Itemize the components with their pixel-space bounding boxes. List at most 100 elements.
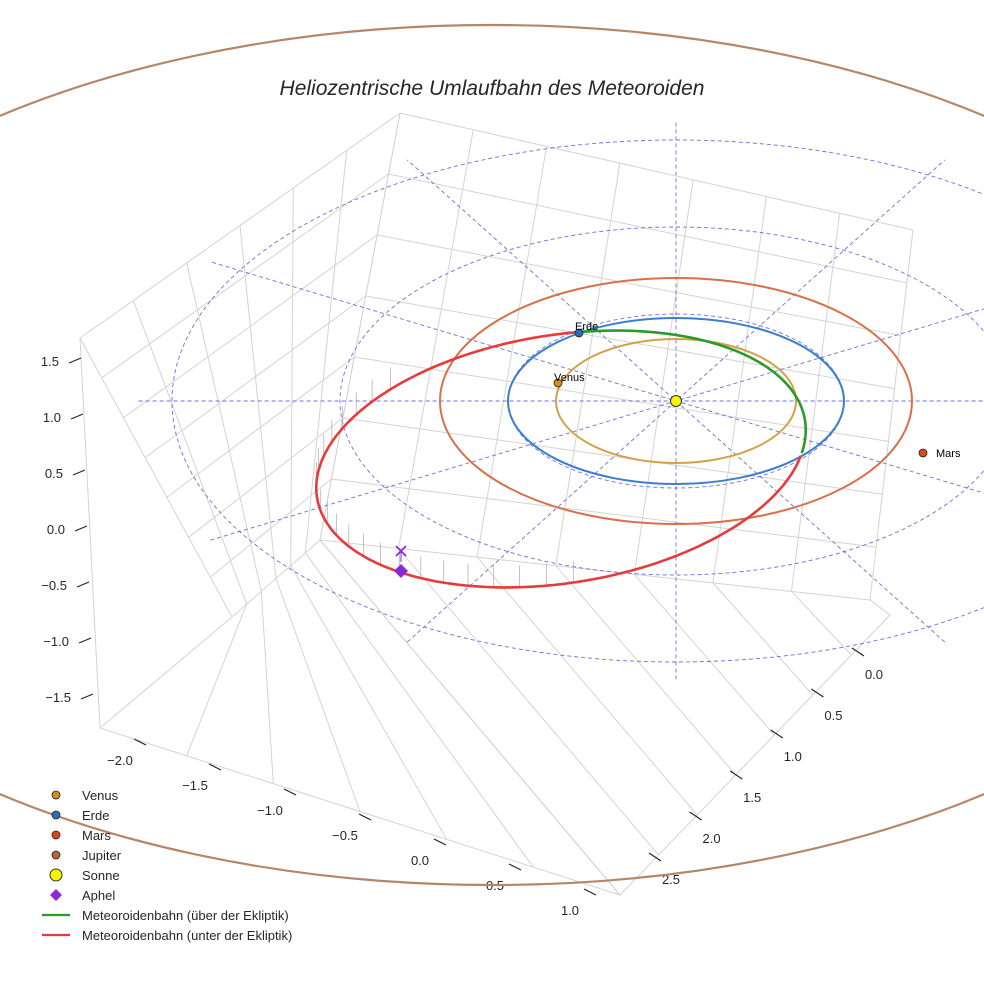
- legend: Venus Erde Mars Jupiter Sonne Aphel Meteoroide…: [40, 785, 292, 945]
- aphelion-projection-cross: [395, 545, 407, 557]
- grid-line-left-v: [290, 187, 294, 566]
- z-tick-mark: [72, 469, 86, 476]
- x-tick-label: −0.5: [332, 828, 358, 843]
- legend-dot: [51, 810, 61, 820]
- planet-label-venus: Venus: [554, 372, 585, 384]
- grid-line-left-v: [304, 150, 348, 553]
- x-tick-mark: [508, 863, 522, 871]
- planet-mars: [918, 448, 928, 458]
- legend-item-sonne: Sonne: [40, 865, 292, 885]
- ecliptic-grid: [138, 122, 984, 680]
- legend-item-above: Meteoroidenbahn (über der Ekliptik): [40, 905, 292, 925]
- grid-line-floor-x: [99, 616, 233, 729]
- y-tick-mark: [770, 729, 784, 739]
- legend-item-below: Meteoroidenbahn (unter der Ekliptik): [40, 925, 292, 945]
- grid-line-z-level: [188, 417, 883, 538]
- meteoroid-orbit-below: [314, 330, 803, 589]
- grid-line-floor-y: [791, 591, 852, 656]
- grid-line-z-level: [231, 539, 871, 618]
- planet-orbits: [439, 277, 913, 525]
- grid-line-floor-y: [712, 582, 814, 696]
- y-tick-label: 1.0: [784, 749, 802, 764]
- grid-line-right-v: [398, 129, 474, 549]
- x-tick-label: −2.0: [107, 753, 133, 768]
- orbit-erde: [507, 317, 845, 485]
- x-tick-mark: [133, 738, 147, 746]
- legend-marker-aphel: [40, 885, 72, 905]
- grid-line-floor-x: [275, 578, 361, 812]
- legend-label-aphel: Aphel: [82, 887, 116, 903]
- legend-item-aphel: Aphel: [40, 885, 292, 905]
- grid-line-z-level: [166, 356, 889, 498]
- planet-venus: [553, 378, 563, 388]
- meteoroid-stems: [316, 367, 574, 588]
- grid-line-right-v: [555, 163, 621, 566]
- ecliptic-spoke: [406, 159, 946, 643]
- y-tick-label: 0.5: [824, 708, 842, 723]
- z-tick-label: 0.5: [45, 466, 63, 481]
- legend-marker-above: [40, 905, 72, 925]
- legend-label-erde: Erde: [82, 807, 110, 823]
- grid-line-right-v: [319, 112, 401, 541]
- orbit-venus: [555, 338, 797, 464]
- x-tick-mark: [208, 763, 222, 771]
- grid-left-edge: [79, 337, 101, 729]
- orbit-mars: [439, 277, 913, 525]
- legend-label-sonne: Sonne: [82, 867, 120, 883]
- legend-marker-sonne: [40, 865, 72, 885]
- legend-item-jupiter: Jupiter: [40, 845, 292, 865]
- legend-marker-erde: [40, 805, 72, 825]
- z-tick-label: −0.5: [41, 578, 67, 593]
- meteoroid-orbit-group: [314, 329, 808, 589]
- legend-marker-venus: [40, 785, 72, 805]
- z-tick-mark: [80, 693, 94, 700]
- z-tick-label: 1.5: [41, 354, 59, 369]
- legend-item-erde: Erde: [40, 805, 292, 825]
- grid-line-floor-y: [476, 556, 698, 816]
- grid-line-left-v: [132, 300, 248, 605]
- z-tick-mark: [74, 525, 88, 532]
- legend-label-above: Meteoroidenbahn (über der Ekliptik): [82, 907, 289, 923]
- grid-line-right-v: [790, 213, 841, 592]
- celestial-bodies: Venus Erde Mars: [553, 321, 961, 460]
- y-tick-label: 1.5: [743, 790, 761, 805]
- grid-line-floor-y: [633, 573, 775, 736]
- legend-label-venus: Venus: [82, 787, 119, 803]
- grid-floor-edge: [99, 614, 891, 896]
- x-tick-mark: [433, 838, 447, 846]
- legend-dot: [51, 850, 61, 860]
- jupiter-orbit-ring: [0, 24, 984, 886]
- y-tick-label: 2.0: [703, 831, 721, 846]
- grid-line-floor-y: [319, 539, 621, 896]
- legend-dot: [51, 790, 61, 800]
- grid-line-left-v: [79, 337, 233, 618]
- legend-label-jupiter: Jupiter: [82, 847, 122, 863]
- z-tick-mark: [78, 637, 92, 644]
- grid-line-floor-y: [869, 599, 891, 616]
- z-tick-label: 0.0: [47, 522, 65, 537]
- grid-line-left-v: [186, 262, 262, 592]
- y-tick-mark: [689, 811, 702, 821]
- ecliptic-ring: [339, 226, 984, 576]
- z-tick-label: −1.5: [45, 690, 71, 705]
- grid-line-right-v: [712, 196, 767, 583]
- grid-line-left-v: [239, 225, 277, 579]
- grid-line-z-level: [144, 295, 895, 459]
- ecliptic-spoke: [406, 159, 946, 643]
- y-tick-mark: [811, 688, 824, 698]
- x-tick-label: 0.0: [411, 853, 429, 868]
- x-tick-mark: [358, 813, 372, 821]
- legend-marker-below: [40, 925, 72, 945]
- meteoroid-orbit-above: [578, 329, 808, 454]
- planet-erde: [574, 328, 584, 338]
- x-tick-mark: [583, 888, 597, 896]
- legend-dot: [51, 830, 61, 840]
- grid-line-z-level: [101, 173, 908, 379]
- x-tick-label: −1.5: [182, 778, 208, 793]
- z-tick-label: 1.0: [43, 410, 61, 425]
- grid-line-floor-y: [398, 548, 659, 856]
- x-tick-label: 1.0: [561, 903, 579, 918]
- x-tick-mark: [283, 788, 297, 796]
- z-tick-mark: [70, 413, 84, 420]
- grid-line-z-level: [79, 112, 914, 339]
